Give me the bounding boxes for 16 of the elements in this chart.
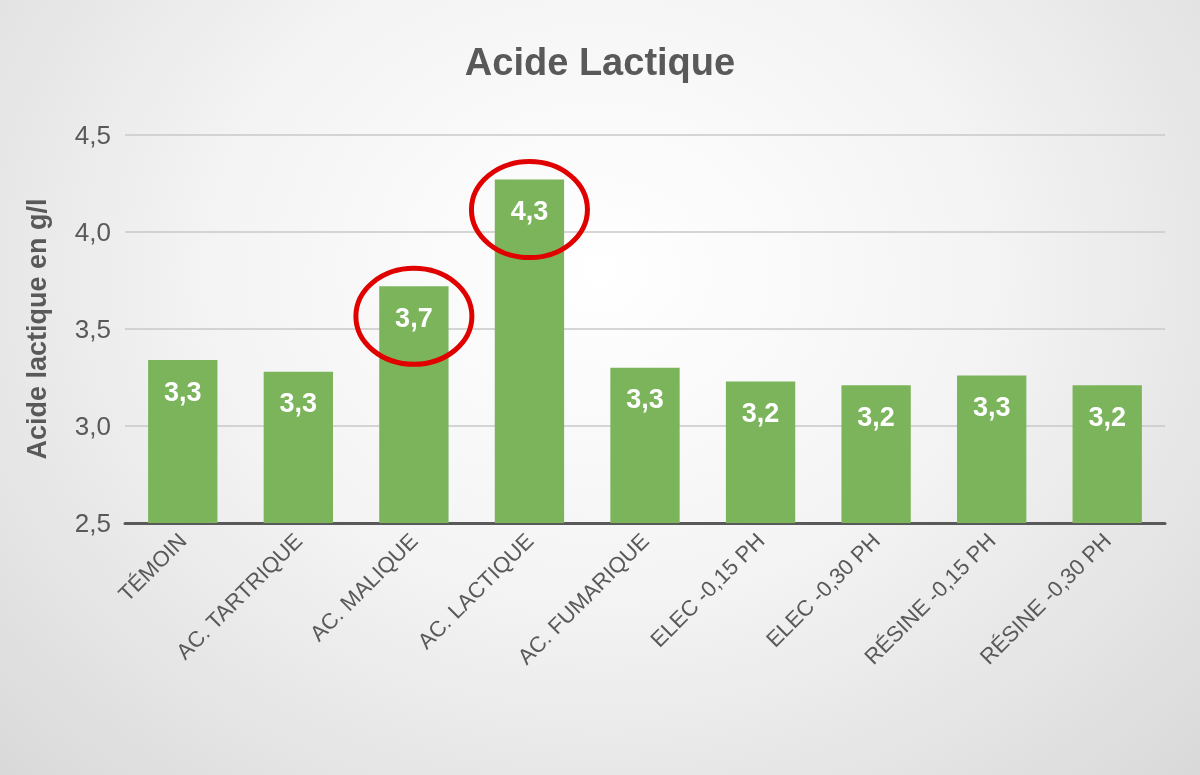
data-label: 3,3 xyxy=(626,384,664,415)
data-label: 3,3 xyxy=(279,388,318,419)
data-label: 3,3 xyxy=(972,392,1011,423)
y-tick-label: 3,0 xyxy=(74,411,111,441)
data-label: 3,3 xyxy=(164,376,202,407)
y-axis-title: Acide lactique en g/l xyxy=(21,198,52,460)
data-label: 3,2 xyxy=(1088,401,1126,432)
data-label: 3,2 xyxy=(857,401,895,432)
data-label: 4,3 xyxy=(510,196,549,227)
y-tick-label: 4,5 xyxy=(74,120,111,150)
y-tick-label: 2,5 xyxy=(74,508,111,538)
y-tick-label: 4,0 xyxy=(74,217,111,247)
chart-title: Acide Lactique xyxy=(464,41,736,83)
data-label: 3,7 xyxy=(395,302,433,333)
y-tick-label: 3,5 xyxy=(74,314,111,344)
data-label: 3,2 xyxy=(741,397,780,428)
